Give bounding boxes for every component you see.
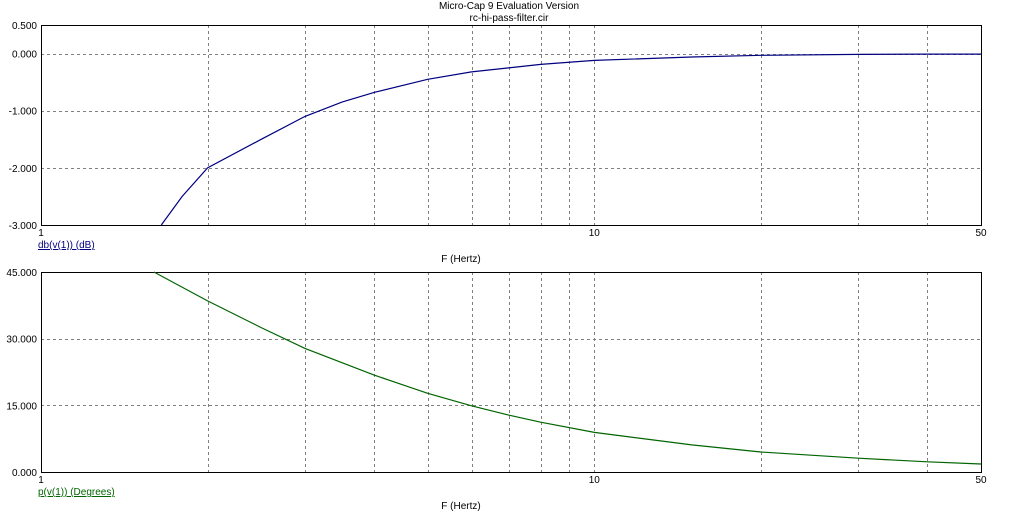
magnitude-x-tick-label: 50 [975, 228, 987, 239]
magnitude-x-tick-label: 1 [38, 228, 44, 239]
magnitude-y-tick-label: -2.000 [9, 164, 38, 175]
magnitude-plot-frame [41, 25, 982, 226]
phase-x-tick-label: 50 [975, 475, 987, 486]
chart-title: Micro-Cap 9 Evaluation Version [439, 1, 579, 12]
magnitude-y-axis-label: db(v(1)) (dB) [38, 240, 95, 251]
magnitude-x-tick-label: 10 [589, 228, 601, 239]
phase-y-tick-label: 0.000 [12, 468, 37, 479]
magnitude-series-line [160, 53, 981, 226]
phase-y-axis-label: p(v(1)) (Degrees) [38, 487, 115, 498]
phase-series-line [153, 271, 982, 465]
magnitude-x-axis-label: F (Hertz) [441, 254, 480, 265]
magnitude-y-tick-label: -3.000 [9, 221, 38, 232]
phase-x-axis-label: F (Hertz) [441, 501, 480, 512]
phase-y-tick-label: 30.000 [6, 335, 37, 346]
phase-x-tick-label: 10 [589, 475, 601, 486]
magnitude-y-tick-label: 0.000 [12, 50, 37, 61]
phase-x-tick-label: 1 [38, 475, 44, 486]
phase-y-tick-label: 45.000 [6, 268, 37, 279]
phase-y-tick-label: 15.000 [6, 401, 37, 412]
magnitude-y-tick-label: 0.500 [12, 21, 37, 32]
phase-plot-frame [41, 272, 982, 473]
magnitude-y-tick-label: -1.000 [9, 107, 38, 118]
chart-subtitle: rc-hi-pass-filter.cir [470, 13, 550, 24]
